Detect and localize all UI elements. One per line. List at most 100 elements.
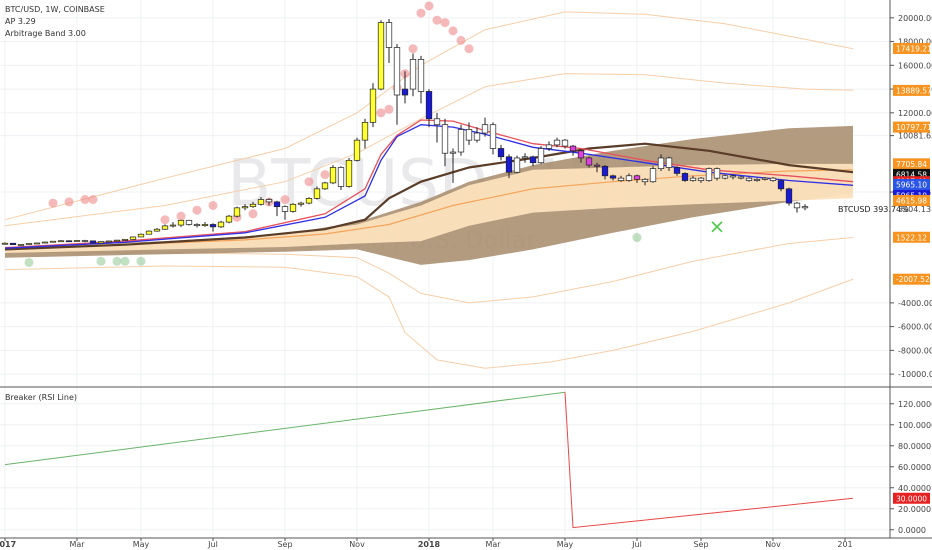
ap-legend: AP 3.29 xyxy=(5,17,36,26)
candle-body xyxy=(609,175,617,179)
candle-body xyxy=(225,215,233,223)
x-tick-label: Sep xyxy=(277,540,292,549)
candle-body xyxy=(201,224,209,227)
candle-body xyxy=(113,239,121,242)
candle-body xyxy=(561,139,569,147)
candle-body xyxy=(105,240,113,243)
candle-body xyxy=(449,151,457,154)
candle-body xyxy=(361,121,369,141)
y-tick-label: -8000.00 xyxy=(898,346,932,355)
candle-body xyxy=(97,241,105,244)
candle-body xyxy=(593,164,601,167)
candle-body xyxy=(257,199,265,205)
x-tick-label: 201 xyxy=(837,540,852,549)
candle-body xyxy=(81,240,89,242)
candle-body xyxy=(761,177,769,180)
candle-body xyxy=(793,202,801,209)
x-tick-label: Jul xyxy=(631,540,642,549)
lower-faint-line xyxy=(4,265,854,369)
candle-body xyxy=(481,124,489,134)
candle-body xyxy=(145,230,153,235)
candle-body xyxy=(465,129,473,141)
price-badge-label: 7705.84 xyxy=(896,160,927,169)
candle-body xyxy=(1,242,9,245)
brown-ma-line xyxy=(4,142,854,251)
signal-dot-red xyxy=(432,15,442,25)
x-tick-label: Sep xyxy=(693,540,708,549)
candle-body xyxy=(369,88,377,123)
candle-body xyxy=(217,221,225,228)
x-tick-label: Nov xyxy=(349,540,365,549)
cross-marker xyxy=(711,221,723,233)
x-tick-label: Mar xyxy=(69,540,85,549)
price-badge xyxy=(893,195,930,207)
rsi-tick-label: 20.0000 xyxy=(898,505,931,514)
signal-dot-red xyxy=(48,198,58,208)
price-badge xyxy=(893,158,930,170)
price-badge xyxy=(893,231,930,243)
price-badge-label: 17419.21 xyxy=(896,44,932,53)
rsi-tick-label: 100.0000 xyxy=(898,421,932,430)
y-tick-label: 12000.00 xyxy=(898,109,932,118)
candle-body xyxy=(17,244,25,246)
candle-body xyxy=(313,188,321,199)
candle-body xyxy=(721,175,729,179)
price-badge xyxy=(893,42,930,54)
y-tick-label: -6000.00 xyxy=(898,323,932,332)
candle-body xyxy=(305,197,313,204)
signal-dot-green xyxy=(24,257,34,267)
x-tick-label: 2018 xyxy=(418,540,441,549)
candle-body xyxy=(57,240,65,243)
candle-body xyxy=(665,157,673,168)
signal-dot-green xyxy=(632,233,642,243)
price-badge-label: 1522.12 xyxy=(896,233,927,242)
annotation-label: BTCUSD 393.74% xyxy=(838,205,909,214)
candle-body xyxy=(353,139,361,161)
candle-body xyxy=(273,201,281,208)
candle-body xyxy=(121,238,129,241)
signal-dot-red xyxy=(160,215,170,225)
candle-body xyxy=(625,175,633,181)
candle-body xyxy=(425,91,433,120)
arbitrage-band-inner xyxy=(5,163,853,253)
rsi-line-red xyxy=(564,392,854,529)
candle-body xyxy=(185,219,193,225)
candle-body xyxy=(337,167,345,187)
rsi-pane-title: Breaker (RSI Line) xyxy=(5,393,77,402)
signal-dot-green xyxy=(96,256,106,266)
candle-body xyxy=(489,124,497,149)
candle-body xyxy=(137,233,145,238)
price-badge-label: -2007.52 xyxy=(896,275,930,284)
candle-body xyxy=(281,206,289,212)
signal-dot-green xyxy=(112,256,122,266)
signal-dot-green xyxy=(136,256,146,266)
candle-body xyxy=(401,88,409,96)
signal-dot-red xyxy=(80,195,90,205)
price-badge-label: 10797.71 xyxy=(896,123,932,132)
candle-body xyxy=(129,236,137,240)
candle-body xyxy=(569,145,577,152)
signal-dot-red xyxy=(448,26,458,36)
price-badge-label: 6814.58 xyxy=(896,170,927,179)
candle-body xyxy=(265,199,273,203)
x-tick-label: May xyxy=(133,540,150,549)
price-badge xyxy=(893,84,930,96)
candle-body xyxy=(697,177,705,181)
price-badge-label: 4615.98 xyxy=(896,197,927,206)
signal-dot-red xyxy=(456,35,466,45)
candle-body xyxy=(633,175,641,180)
rsi-line-green xyxy=(4,391,566,466)
y-tick-label: 16000.00 xyxy=(898,61,932,70)
candle-body xyxy=(33,242,41,245)
signal-dot-red xyxy=(440,18,450,28)
y-tick-label: -4000.00 xyxy=(898,299,932,308)
symbol-legend: BTC/USD, 1W, COINBASE xyxy=(5,5,105,14)
y-tick-label: 3904.13 xyxy=(898,205,931,214)
signal-dot-green xyxy=(120,256,130,266)
candle-body xyxy=(521,156,529,159)
candle-body xyxy=(545,144,553,149)
signal-dot-red xyxy=(384,104,394,114)
rsi-tick-label: 120.0000 xyxy=(898,400,932,409)
rsi-tick-label: 60.0000 xyxy=(898,463,931,472)
